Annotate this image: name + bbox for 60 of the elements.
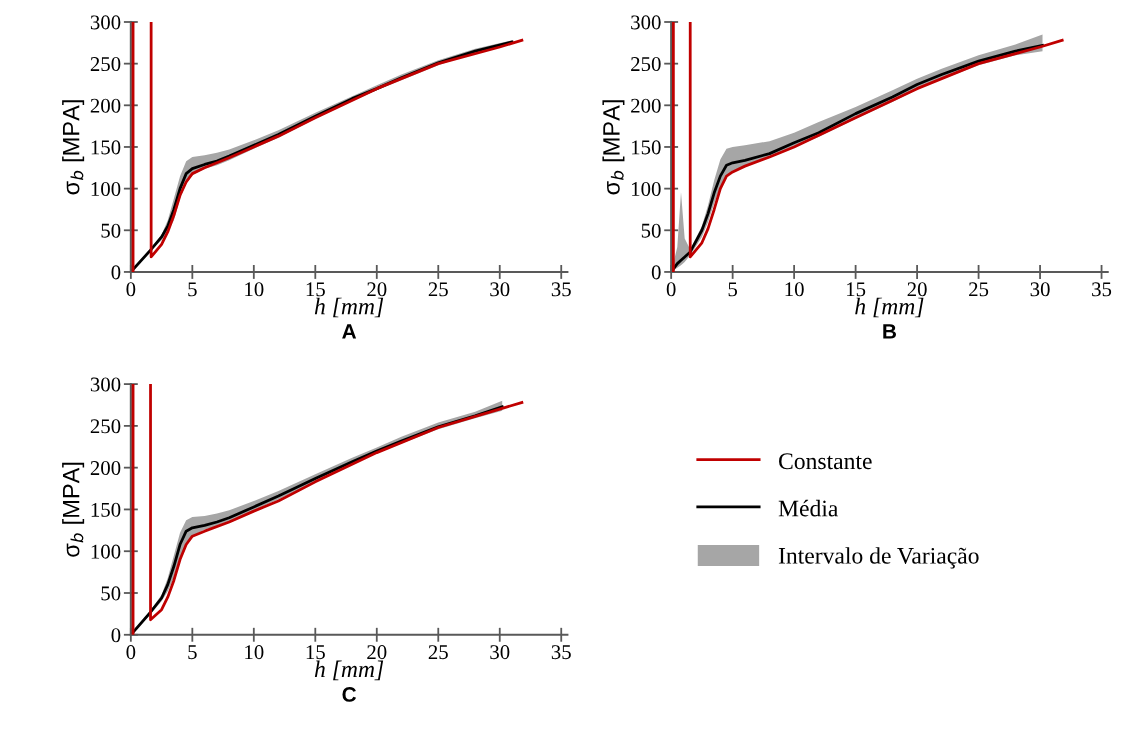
y-tick-label: 50 (641, 223, 661, 238)
y-axis-title: σ$_{b}$ [MPA] (62, 100, 85, 195)
y-tick-label: 300 (90, 377, 121, 392)
x-tick-label: 5 (188, 282, 197, 297)
x-tick-label: 10 (245, 282, 264, 297)
x-tick-label: 35 (551, 645, 571, 660)
y-tick-label: 200 (631, 98, 661, 113)
x-axis-title: h [mm] (314, 660, 384, 681)
y-tick-label: 0 (651, 265, 661, 280)
text: A (342, 324, 357, 339)
x-tick-label: 20 (367, 645, 387, 660)
y-tick-label: 300 (90, 15, 121, 30)
x-tick-label: 25 (969, 282, 989, 297)
y-tick-label: 250 (90, 419, 121, 434)
x-tick-label: 0 (126, 282, 136, 297)
x-tick-label: 15 (306, 645, 325, 660)
x-tick-label: 30 (490, 282, 510, 297)
y-tick-label: 100 (91, 182, 121, 197)
x-tick-label: 15 (847, 282, 866, 297)
y-axis-title: σ$_{b}$ [MPA] (602, 100, 625, 195)
y-tick-label: 150 (632, 140, 661, 155)
y-tick-label: 0 (111, 628, 121, 643)
x-tick-label: 35 (1092, 282, 1112, 297)
text: B (883, 324, 896, 339)
y-tick-label: 0 (111, 265, 121, 280)
x-axis-title: h [mm] (314, 297, 384, 318)
x-tick-label: 35 (551, 282, 571, 297)
x-tick-label: 20 (367, 282, 387, 297)
legend-label: Média (778, 499, 839, 517)
line-series (149, 21, 524, 259)
y-tick-label: 300 (631, 15, 661, 30)
x-tick-label: 30 (490, 645, 510, 660)
y-tick-label: 250 (90, 57, 121, 72)
y-tick-label: 50 (101, 223, 121, 238)
line-series (149, 384, 524, 622)
x-tick-label: 0 (666, 282, 676, 297)
y-axis-title: σ$_{b}$ [MPA] (62, 462, 85, 557)
legend-label: Constante (779, 453, 872, 470)
y-tick-label: 200 (90, 461, 121, 476)
text: Intervalo de Variação (778, 547, 979, 569)
x-tick-label: 10 (245, 645, 264, 660)
y-tick-label: 100 (632, 182, 661, 197)
y-tick-label: 150 (91, 140, 121, 155)
text: C (342, 687, 357, 702)
y-tick-label: 200 (90, 98, 121, 113)
y-tick-label: 50 (101, 586, 121, 601)
y-tick-label: 250 (631, 57, 661, 72)
x-tick-label: 25 (428, 645, 448, 660)
x-tick-label: 0 (126, 645, 136, 660)
x-axis-title: h [mm] (855, 297, 924, 318)
x-tick-label: 25 (428, 282, 448, 297)
x-tick-label: 30 (1030, 282, 1050, 297)
y-tick-label: 150 (91, 502, 121, 517)
y-tick-label: 100 (91, 544, 121, 559)
x-tick-label: 5 (728, 282, 738, 297)
x-tick-label: 5 (188, 645, 197, 660)
x-tick-label: 20 (907, 282, 927, 297)
line-series (688, 21, 1064, 259)
x-tick-label: 15 (306, 282, 325, 297)
x-tick-label: 10 (785, 282, 804, 297)
